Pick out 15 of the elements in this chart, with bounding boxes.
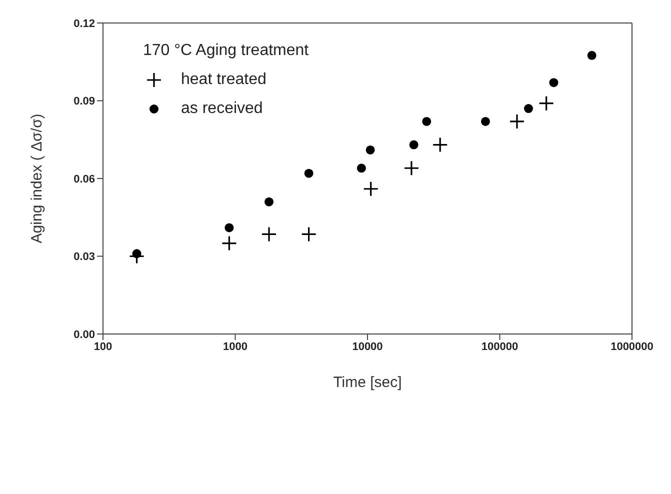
x-tick-label: 1000 [223, 340, 248, 353]
y-tick-label: 0.00 [74, 328, 95, 341]
y-axis-title: Aging index ( Δσ/σ) [28, 114, 46, 244]
y-tick-label: 0.12 [74, 18, 95, 30]
x-tick-label: 100000 [481, 340, 518, 353]
x-tick-label: 10000 [352, 340, 383, 353]
legend-label: heat treated [181, 70, 266, 90]
x-tick-label: 1000000 [610, 340, 654, 353]
x-axis-title: Time [sec] [333, 374, 402, 391]
y-tick-label: 0.03 [74, 251, 95, 264]
legend-label: as received [181, 99, 263, 119]
legend-title: 170 °C Aging treatment [143, 41, 309, 61]
y-tick-label: 0.06 [74, 173, 95, 186]
x-tick-label: 100 [94, 340, 112, 353]
y-tick-label: 0.09 [74, 96, 95, 108]
